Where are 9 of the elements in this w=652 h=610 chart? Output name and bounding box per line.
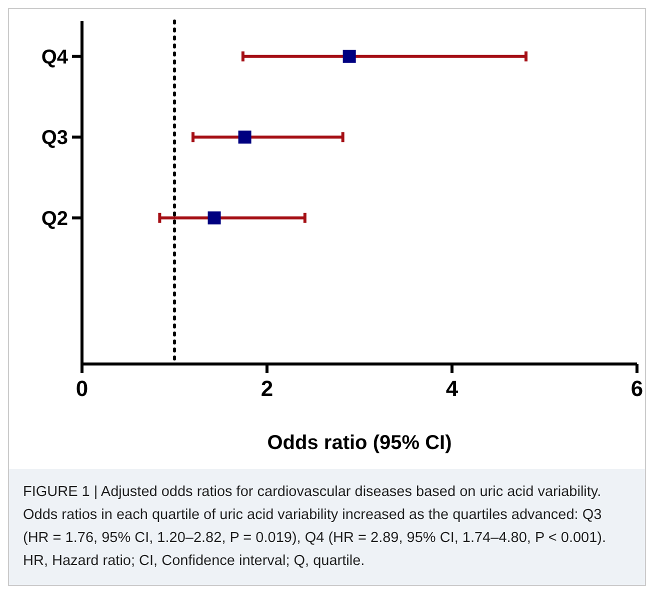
- y-tick-label: Q4: [41, 46, 69, 68]
- x-tick-label: 4: [446, 376, 459, 401]
- x-tick-label: 2: [260, 376, 274, 401]
- caption: FIGURE 1 | Adjusted odds ratios for cardiovascular diseases based on uric acid variability. Odds ratios in each quartile of uric acid variability increased as the quartiles advanced: Q3 (HR = 1.76, 95% CI, 1.20–2.82, P = 0.019), Q4 (HR = 2.89, 95% CI, 1.74–4.80, P < 0.001). HR, Hazard ratio; CI, Confidence interval; Q, quartile.: [9, 469, 645, 585]
- y-tick-label: Q3: [41, 127, 68, 150]
- x-axis-title: Odds ratio (95% CI): [267, 432, 452, 454]
- y-tick-label: Q2: [41, 208, 68, 230]
- x-tick-label: 0: [76, 376, 88, 401]
- x-tick-label: 6: [630, 376, 644, 401]
